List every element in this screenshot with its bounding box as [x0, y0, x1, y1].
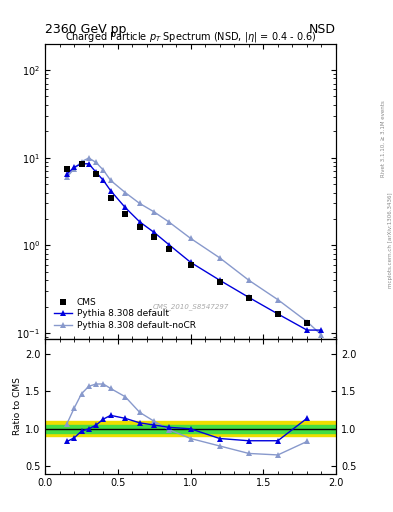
Pythia 8.308 default: [167, 242, 171, 248]
Pythia 8.308 default: [305, 327, 309, 333]
Pythia 8.308 default: [101, 177, 106, 183]
CMS: [188, 262, 193, 268]
Pythia 8.308 default-noCR: [188, 236, 193, 242]
Pythia 8.308 default-noCR: [94, 159, 98, 165]
CMS: [152, 234, 156, 240]
Pythia 8.308 default-noCR: [275, 296, 280, 303]
Title: Charged Particle $p_T$ Spectrum (NSD, $|\eta|$ = 0.4 - 0.6): Charged Particle $p_T$ Spectrum (NSD, $|…: [65, 30, 316, 44]
Pythia 8.308 default: [275, 311, 280, 317]
Pythia 8.308 default-noCR: [108, 177, 113, 183]
Pythia 8.308 default-noCR: [86, 155, 91, 161]
Pythia 8.308 default: [86, 161, 91, 167]
Pythia 8.308 default: [246, 294, 251, 301]
Pythia 8.308 default: [123, 204, 128, 210]
Pythia 8.308 default: [138, 219, 142, 225]
Y-axis label: Ratio to CMS: Ratio to CMS: [13, 377, 22, 435]
Pythia 8.308 default: [94, 169, 98, 176]
Pythia 8.308 default-noCR: [79, 159, 84, 165]
CMS: [217, 279, 222, 285]
Pythia 8.308 default-noCR: [123, 189, 128, 196]
Line: Pythia 8.308 default: Pythia 8.308 default: [64, 161, 324, 333]
CMS: [79, 161, 84, 167]
CMS: [167, 246, 171, 252]
Text: Rivet 3.1.10, ≥ 3.1M events: Rivet 3.1.10, ≥ 3.1M events: [381, 100, 386, 177]
Pythia 8.308 default: [79, 161, 84, 167]
Text: mcplots.cern.ch [arXiv:1306.3436]: mcplots.cern.ch [arXiv:1306.3436]: [388, 193, 393, 288]
Pythia 8.308 default-noCR: [167, 219, 171, 225]
Pythia 8.308 default: [64, 171, 70, 177]
Pythia 8.308 default-noCR: [319, 332, 324, 338]
Pythia 8.308 default: [152, 229, 156, 236]
Pythia 8.308 default-noCR: [101, 167, 106, 173]
Bar: [45, 425, 336, 433]
Text: CMS_2010_S8547297: CMS_2010_S8547297: [152, 303, 229, 310]
Line: Pythia 8.308 default-noCR: Pythia 8.308 default-noCR: [64, 155, 324, 338]
Pythia 8.308 default-noCR: [246, 277, 251, 283]
Pythia 8.308 default-noCR: [152, 209, 156, 215]
Pythia 8.308 default-noCR: [72, 165, 77, 172]
Pythia 8.308 default: [319, 327, 324, 333]
Pythia 8.308 default-noCR: [138, 200, 142, 206]
CMS: [94, 171, 98, 177]
Pythia 8.308 default: [217, 277, 222, 283]
Legend: CMS, Pythia 8.308 default, Pythia 8.308 default-noCR: CMS, Pythia 8.308 default, Pythia 8.308 …: [50, 293, 200, 335]
Pythia 8.308 default: [108, 187, 113, 194]
CMS: [138, 224, 142, 230]
Bar: [45, 421, 336, 436]
Pythia 8.308 default-noCR: [64, 174, 70, 180]
Pythia 8.308 default: [72, 164, 77, 170]
CMS: [64, 165, 70, 172]
Pythia 8.308 default: [188, 259, 193, 265]
CMS: [305, 320, 309, 326]
Pythia 8.308 default-noCR: [305, 318, 309, 325]
Text: 2360 GeV pp: 2360 GeV pp: [45, 23, 127, 36]
CMS: [246, 295, 251, 301]
Text: NSD: NSD: [309, 23, 336, 36]
CMS: [108, 195, 113, 201]
Line: CMS: CMS: [64, 161, 310, 326]
Pythia 8.308 default-noCR: [217, 255, 222, 261]
CMS: [123, 210, 128, 217]
CMS: [275, 311, 280, 317]
